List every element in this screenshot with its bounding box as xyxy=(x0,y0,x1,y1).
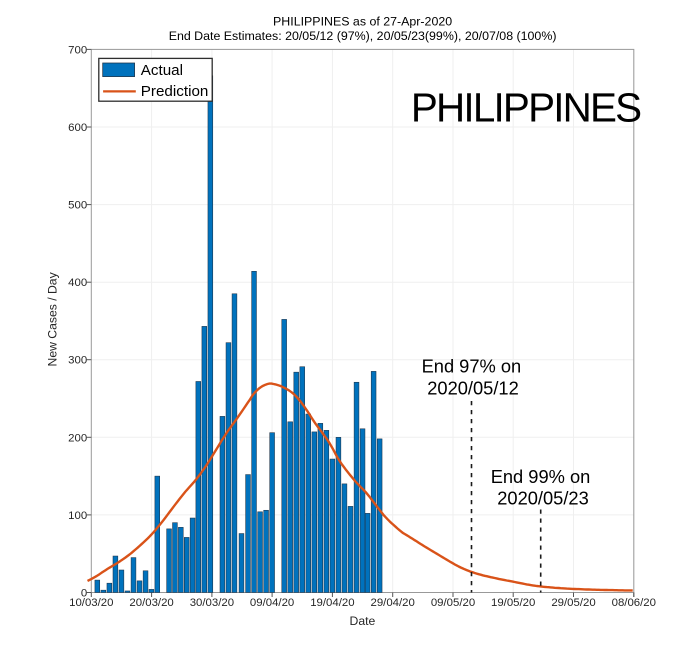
svg-text:New Cases / Day: New Cases / Day xyxy=(45,271,59,366)
svg-text:20/03/20: 20/03/20 xyxy=(129,597,173,609)
svg-text:29/04/20: 29/04/20 xyxy=(371,597,415,609)
svg-text:2020/05/23: 2020/05/23 xyxy=(497,488,589,509)
svg-text:29/05/20: 29/05/20 xyxy=(551,597,595,609)
svg-text:600: 600 xyxy=(68,122,87,134)
svg-text:400: 400 xyxy=(68,277,87,289)
svg-text:500: 500 xyxy=(68,200,87,212)
svg-text:200: 200 xyxy=(68,432,87,444)
svg-text:09/04/20: 09/04/20 xyxy=(250,597,294,609)
svg-text:End 97% on: End 97% on xyxy=(422,356,522,377)
svg-text:19/04/20: 19/04/20 xyxy=(310,597,354,609)
svg-text:Actual: Actual xyxy=(141,62,183,79)
svg-text:End Date Estimates: 20/05/12 (: End Date Estimates: 20/05/12 (97%), 20/0… xyxy=(169,29,557,43)
svg-text:30/03/20: 30/03/20 xyxy=(190,597,234,609)
svg-text:2020/05/12: 2020/05/12 xyxy=(427,377,519,398)
svg-text:700: 700 xyxy=(68,44,87,56)
svg-text:Date: Date xyxy=(350,614,376,628)
svg-text:PHILIPPINES as of 27-Apr-2020: PHILIPPINES as of 27-Apr-2020 xyxy=(273,15,452,29)
svg-text:08/06/20: 08/06/20 xyxy=(612,597,656,609)
svg-text:PHILIPPINES: PHILIPPINES xyxy=(411,84,641,130)
svg-text:Prediction: Prediction xyxy=(141,83,209,100)
svg-text:300: 300 xyxy=(68,355,87,367)
svg-text:End 99% on: End 99% on xyxy=(491,466,591,487)
svg-text:10/03/20: 10/03/20 xyxy=(69,597,113,609)
svg-text:100: 100 xyxy=(68,510,87,522)
svg-text:19/05/20: 19/05/20 xyxy=(491,597,535,609)
svg-text:0: 0 xyxy=(81,588,87,600)
svg-text:09/05/20: 09/05/20 xyxy=(431,597,475,609)
